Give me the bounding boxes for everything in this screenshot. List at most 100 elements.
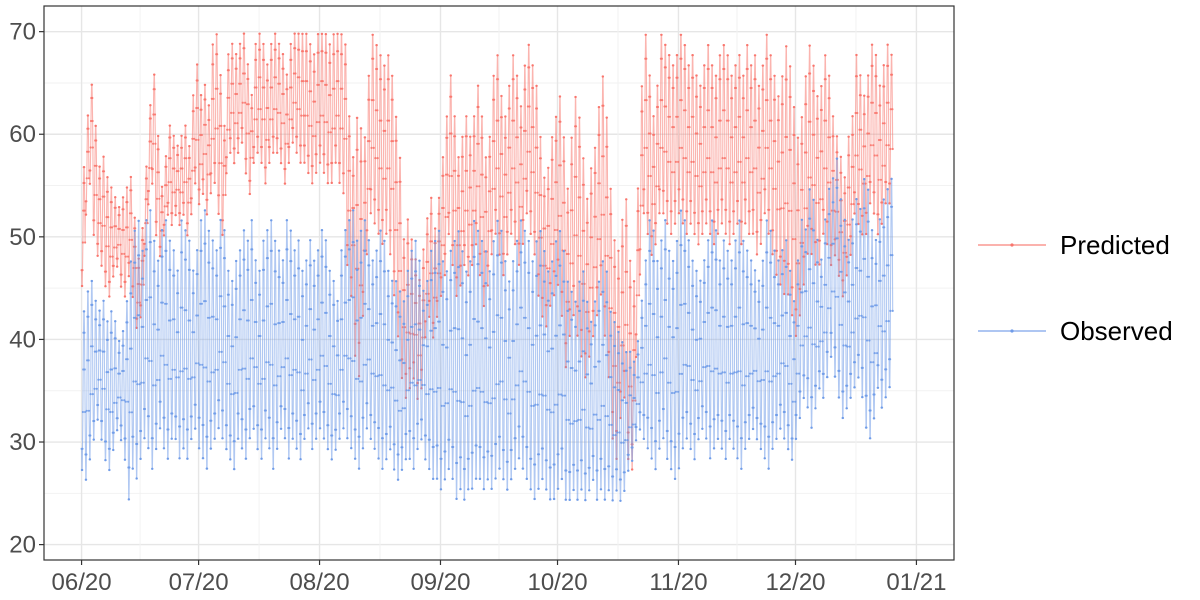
data-point xyxy=(650,457,653,460)
data-point xyxy=(299,458,302,461)
data-point xyxy=(407,242,410,245)
data-point xyxy=(744,447,747,450)
data-point xyxy=(534,191,537,194)
data-point xyxy=(750,283,753,286)
data-point xyxy=(692,378,695,382)
data-point xyxy=(366,187,369,190)
data-point xyxy=(197,138,200,141)
data-point xyxy=(339,127,342,130)
data-point xyxy=(329,61,332,64)
data-point xyxy=(379,54,382,57)
data-point xyxy=(188,156,191,160)
data-point xyxy=(159,400,162,403)
data-point xyxy=(858,269,861,272)
data-point xyxy=(759,380,762,383)
data-point xyxy=(656,287,660,290)
data-point xyxy=(657,142,660,145)
data-point xyxy=(498,435,502,438)
data-point xyxy=(306,372,309,375)
data-point xyxy=(646,232,650,236)
data-point xyxy=(851,218,854,221)
data-point xyxy=(261,86,264,89)
data-point xyxy=(202,152,205,156)
data-point xyxy=(546,350,549,353)
data-point xyxy=(467,488,470,491)
data-point xyxy=(621,362,625,365)
data-point xyxy=(829,307,832,310)
data-point xyxy=(209,192,213,195)
data-point xyxy=(171,368,174,371)
data-point xyxy=(145,219,148,222)
data-point xyxy=(586,221,589,224)
data-point xyxy=(136,442,139,446)
data-point xyxy=(819,198,822,201)
data-point xyxy=(497,119,500,122)
data-point xyxy=(764,99,768,102)
data-point xyxy=(850,165,853,168)
data-point xyxy=(531,260,534,263)
data-point xyxy=(566,187,570,190)
data-point xyxy=(545,459,548,462)
data-point xyxy=(374,198,377,201)
data-point xyxy=(554,334,557,337)
data-point xyxy=(612,311,615,314)
data-point xyxy=(799,390,802,393)
data-point xyxy=(333,303,336,306)
data-point xyxy=(418,284,422,287)
data-point xyxy=(778,324,781,327)
data-point xyxy=(873,191,876,194)
data-point xyxy=(789,334,793,338)
data-point xyxy=(722,239,726,242)
data-point xyxy=(238,82,241,85)
data-point xyxy=(649,95,652,98)
data-point xyxy=(811,343,814,346)
data-point xyxy=(90,83,94,86)
data-point xyxy=(388,167,391,170)
data-point xyxy=(629,286,632,289)
data-point xyxy=(600,293,603,296)
data-point xyxy=(458,328,461,331)
data-point xyxy=(546,408,549,411)
data-point xyxy=(559,164,562,167)
data-point xyxy=(155,378,159,382)
data-point xyxy=(668,249,671,252)
data-point xyxy=(191,331,194,334)
data-point xyxy=(235,336,239,339)
data-point xyxy=(399,359,402,362)
data-point xyxy=(319,161,322,164)
data-point xyxy=(465,270,468,273)
data-point xyxy=(109,410,112,414)
data-point xyxy=(651,235,654,238)
data-point xyxy=(263,319,266,322)
data-point xyxy=(828,74,831,77)
data-point xyxy=(198,363,201,366)
data-point xyxy=(235,67,238,70)
data-point xyxy=(770,261,773,264)
data-point xyxy=(859,207,862,211)
data-point xyxy=(297,32,300,35)
data-point xyxy=(169,319,172,322)
data-point xyxy=(709,232,712,235)
data-point xyxy=(183,181,186,184)
data-point xyxy=(143,407,147,411)
data-point xyxy=(875,111,878,115)
data-point xyxy=(134,227,137,230)
data-point xyxy=(141,249,144,252)
data-point xyxy=(327,424,330,427)
data-point xyxy=(664,66,667,69)
data-point xyxy=(574,95,577,99)
data-point xyxy=(854,154,857,157)
data-point xyxy=(333,87,336,90)
data-point xyxy=(290,58,293,62)
data-point xyxy=(719,372,723,375)
data-point xyxy=(543,250,546,253)
data-point xyxy=(810,252,813,256)
data-point xyxy=(128,411,131,414)
data-point xyxy=(324,239,328,242)
data-point xyxy=(807,268,810,271)
data-point xyxy=(618,388,621,392)
data-point xyxy=(705,222,708,225)
data-point xyxy=(463,467,466,471)
data-point xyxy=(629,350,632,353)
data-point xyxy=(798,372,801,375)
